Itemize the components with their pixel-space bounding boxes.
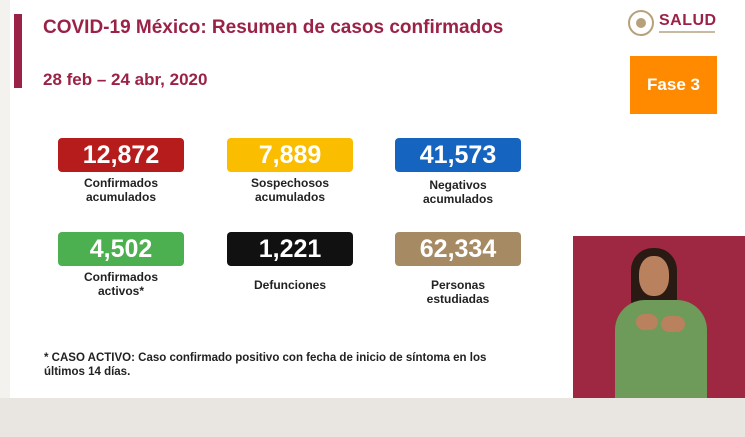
label-line: Personas [430,278,486,292]
phase-badge: Fase 3 [630,56,717,114]
accent-bar [14,14,22,88]
interpreter-torso [615,300,707,398]
stat-negative-value: 41,573 [395,138,521,172]
stat-suspected-label: Sospechosos acumulados [227,176,353,204]
label-line: activos* [97,284,145,298]
interpreter-hand [661,316,685,332]
label-line: estudiadas [426,292,490,306]
logo-subtitle-line [659,31,715,33]
sign-language-interpreter-video [573,236,745,398]
interpreter-face [639,256,669,296]
bottom-strip [0,398,745,437]
stat-studied-label: Personas estudiadas [395,278,521,306]
label-line: acumulados [254,190,326,204]
interpreter-hand [636,314,658,330]
stat-studied-value: 62,334 [395,232,521,266]
stat-active-label: Confirmados activos* [58,270,184,298]
footnote-line: últimos 14 días. [44,366,131,378]
stat-negative-label: Negativos acumulados [395,178,521,206]
stat-active-value: 4,502 [58,232,184,266]
stat-deaths-value: 1,221 [227,232,353,266]
label-line: Sospechosos [250,176,330,190]
label-line: Defunciones [253,278,326,292]
label-line: Confirmados [83,176,158,190]
stat-deaths-label: Defunciones [227,278,353,292]
stat-confirmed-label: Confirmados acumulados [58,176,184,204]
page-title: COVID-19 México: Resumen de casos confir… [43,17,504,38]
date-range: 28 feb – 24 abr, 2020 [43,70,208,89]
label-line: acumulados [85,190,157,204]
stat-confirmed-value: 12,872 [58,138,184,172]
footnote: * CASO ACTIVO: Caso confirmado positivo … [44,351,524,379]
label-line: Negativos [429,178,487,192]
salud-logo: SALUD [628,9,728,39]
footnote-line: * CASO ACTIVO: Caso confirmado positivo … [44,352,487,364]
label-line: Confirmados [83,270,158,284]
label-line: acumulados [422,192,494,206]
seal-icon [628,10,654,36]
stat-suspected-value: 7,889 [227,138,353,172]
logo-text: SALUD [659,12,717,29]
